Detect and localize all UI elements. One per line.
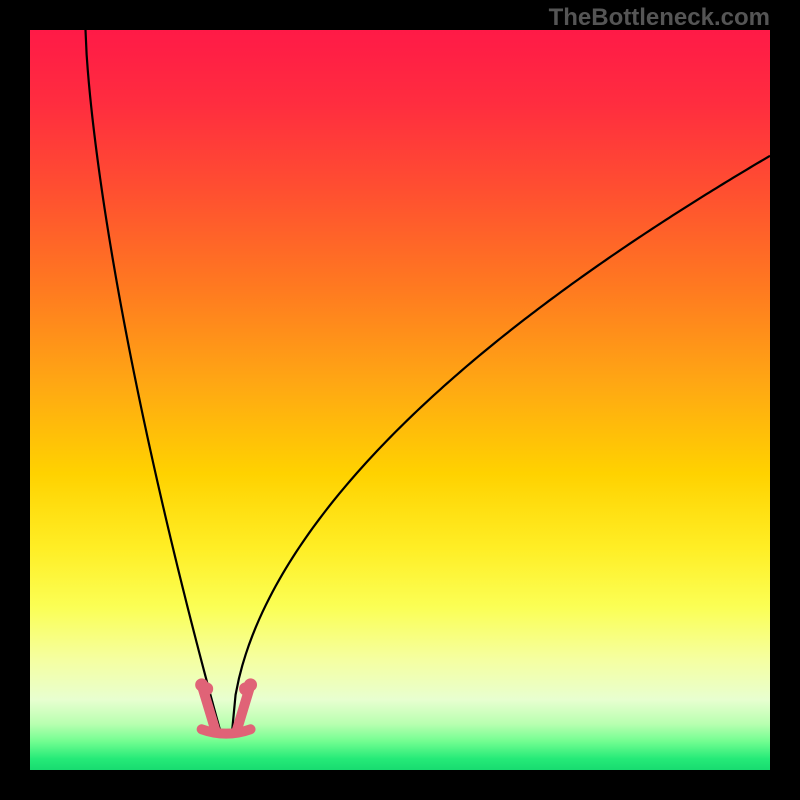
watermark-text: TheBottleneck.com xyxy=(549,4,770,32)
valley-dot-1 xyxy=(200,682,213,695)
valley-floor xyxy=(202,729,251,733)
bottleneck-chart xyxy=(0,0,800,800)
gradient-background xyxy=(30,30,770,770)
valley-dot-3 xyxy=(244,678,257,691)
